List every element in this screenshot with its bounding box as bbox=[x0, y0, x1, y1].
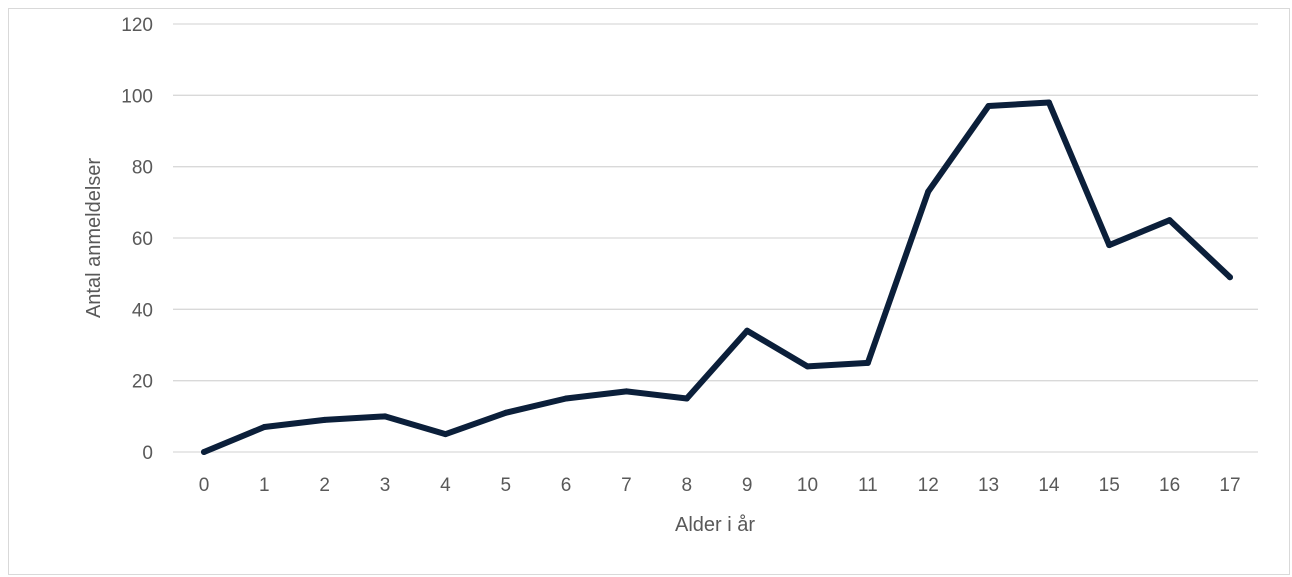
x-tick-label: 0 bbox=[199, 475, 210, 496]
data-point bbox=[442, 431, 449, 438]
data-point bbox=[683, 395, 690, 402]
data-point bbox=[382, 413, 389, 420]
x-tick-label: 11 bbox=[858, 475, 878, 496]
x-tick-label: 8 bbox=[682, 475, 693, 496]
x-tick-label: 5 bbox=[500, 475, 511, 496]
x-tick-label: 14 bbox=[1038, 475, 1060, 496]
data-point bbox=[261, 424, 268, 431]
x-tick-label: 6 bbox=[561, 475, 572, 496]
x-tick-label: 15 bbox=[1099, 475, 1120, 496]
data-point bbox=[804, 363, 811, 370]
y-axis-title: Antal anmeldelser bbox=[83, 158, 105, 318]
data-point bbox=[1106, 242, 1113, 249]
y-tick-label: 80 bbox=[132, 158, 153, 179]
x-tick-label: 10 bbox=[797, 475, 818, 496]
chart-frame bbox=[8, 8, 1290, 575]
x-tick-label: 2 bbox=[319, 475, 330, 496]
y-tick-label: 60 bbox=[132, 229, 153, 250]
x-tick-label: 3 bbox=[380, 475, 391, 496]
x-tick-label: 16 bbox=[1159, 475, 1180, 496]
data-point bbox=[623, 388, 630, 395]
data-point bbox=[744, 327, 751, 334]
x-tick-label: 7 bbox=[621, 475, 632, 496]
y-axis-ticks: 0 20 40 60 80 100 120 bbox=[121, 15, 153, 464]
x-tick-label: 4 bbox=[440, 475, 451, 496]
x-axis-title: Alder i år bbox=[675, 514, 755, 536]
y-tick-label: 20 bbox=[132, 372, 153, 393]
data-point bbox=[1166, 217, 1173, 224]
data-point bbox=[563, 395, 570, 402]
gridlines bbox=[173, 23, 1258, 453]
series-line bbox=[201, 99, 1233, 455]
y-tick-label: 120 bbox=[121, 15, 153, 36]
x-tick-label: 13 bbox=[978, 475, 999, 496]
y-tick-label: 100 bbox=[121, 86, 153, 107]
data-point bbox=[321, 416, 328, 423]
data-point bbox=[864, 359, 871, 366]
y-tick-label: 40 bbox=[132, 300, 153, 321]
y-tick-label: 0 bbox=[142, 443, 153, 464]
data-point bbox=[502, 409, 509, 416]
x-tick-label: 9 bbox=[742, 475, 753, 496]
data-point bbox=[1045, 99, 1052, 106]
data-point bbox=[1226, 274, 1233, 281]
x-tick-label: 1 bbox=[259, 475, 270, 496]
data-point bbox=[985, 103, 992, 110]
series-layer bbox=[201, 99, 1233, 455]
x-tick-label: 12 bbox=[918, 475, 939, 496]
x-axis-ticks: 0 1 2 3 4 5 6 7 8 9 10 11 12 13 14 15 16 17 bbox=[199, 475, 1241, 496]
x-tick-label: 17 bbox=[1219, 475, 1240, 496]
data-point bbox=[201, 449, 207, 455]
data-point bbox=[925, 188, 932, 195]
